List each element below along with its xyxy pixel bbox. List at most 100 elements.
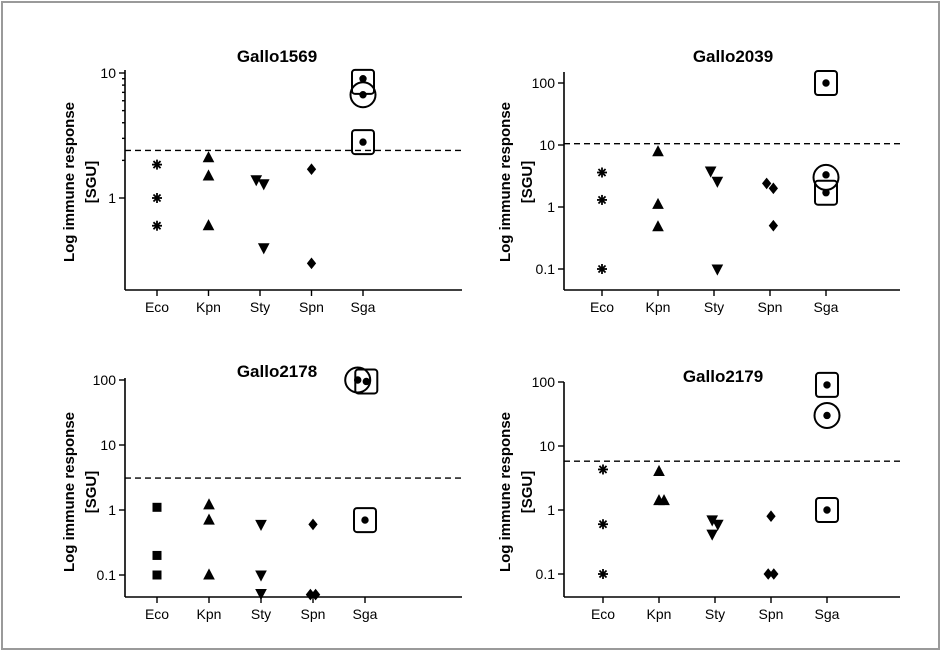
diamond-marker	[310, 588, 321, 601]
series-sty	[255, 519, 267, 601]
triangle-up-marker	[652, 220, 664, 232]
asterisk-stroke	[597, 168, 607, 177]
series-spn	[305, 518, 321, 601]
y-tick-label: 1	[108, 190, 116, 206]
dot-marker	[823, 381, 831, 389]
y-tick-label: 100	[93, 372, 117, 388]
panel-title: Gallo2178	[237, 362, 317, 381]
triangle-up-marker	[202, 151, 215, 163]
x-tick-label: Sty	[251, 606, 271, 622]
y-tick-label: 1	[547, 502, 555, 518]
panel-title: Gallo1569	[237, 47, 317, 66]
highlight-square	[353, 507, 377, 534]
y-tick-label: 10	[539, 438, 555, 454]
x-tick-label: Spn	[758, 299, 783, 315]
series-kpn	[652, 145, 664, 232]
y-tick-label: 0.1	[536, 566, 556, 582]
diamond-marker	[768, 219, 779, 232]
y-axis-label: Log immune response	[497, 102, 514, 262]
triangle-up-marker	[202, 219, 215, 231]
asterisk-marker	[597, 194, 607, 205]
triangle-down-marker	[711, 264, 724, 276]
diamond-marker	[308, 518, 318, 531]
asterisk-stroke	[597, 195, 607, 205]
x-tick-label: Sga	[351, 299, 376, 315]
y-tick-label: 100	[532, 374, 556, 390]
x-tick-label: Sga	[815, 606, 840, 622]
x-tick-label: Eco	[591, 606, 615, 622]
series-sty	[706, 515, 724, 541]
series-sga	[823, 381, 831, 514]
diamond-marker	[766, 510, 776, 523]
triangle-up-marker	[652, 197, 664, 209]
asterisk-marker	[598, 519, 608, 530]
y-axis-label: Log immune response	[61, 412, 78, 572]
triangle-up-marker	[203, 498, 215, 510]
asterisk-stroke	[598, 465, 608, 474]
y-tick-label: 1	[108, 502, 116, 518]
asterisk-stroke	[598, 569, 608, 579]
dot-marker	[822, 171, 830, 179]
series-sty	[250, 175, 270, 255]
x-tick-label: Spn	[301, 606, 326, 622]
dot-marker	[822, 79, 830, 87]
triangle-down-marker	[704, 166, 717, 178]
diamond-marker	[768, 182, 779, 195]
series-eco	[597, 167, 607, 274]
asterisk-marker	[598, 464, 608, 475]
diamond-marker	[769, 568, 779, 580]
y-axis-unit: [SGU]	[83, 161, 100, 204]
asterisk-stroke	[152, 221, 162, 230]
y-axis-unit: [SGU]	[519, 161, 536, 204]
y-tick-label: 0.1	[97, 567, 117, 583]
dot-marker	[362, 377, 370, 386]
highlight-circle	[812, 163, 840, 191]
series-eco	[152, 502, 162, 580]
triangle-up-marker	[652, 145, 664, 157]
highlight-square	[814, 70, 838, 96]
series-spn	[306, 163, 317, 270]
square-marker	[152, 550, 162, 560]
asterisk-marker	[152, 159, 162, 170]
y-axis-label: Log immune response	[61, 102, 78, 262]
triangle-down-marker	[255, 519, 267, 531]
x-tick-label: Sty	[704, 299, 724, 315]
series-kpn	[653, 464, 670, 506]
diamond-marker	[306, 163, 317, 175]
highlight-circle	[349, 81, 377, 109]
highlight-circle	[813, 401, 841, 429]
triangle-down-marker	[257, 243, 270, 255]
panel-title: Gallo2039	[693, 47, 773, 66]
triangle-down-marker	[711, 519, 724, 531]
panel-gallo2178: Gallo2178 Log immune response [SGU] 0.1 1…	[61, 362, 462, 622]
series-eco	[598, 464, 608, 579]
square-marker	[152, 502, 162, 512]
x-tick-label: Kpn	[646, 299, 671, 315]
asterisk-marker	[597, 264, 607, 274]
series-sga	[354, 376, 370, 524]
asterisk-stroke	[152, 193, 162, 203]
series-spn	[761, 177, 779, 232]
asterisk-marker	[598, 569, 608, 579]
asterisk-stroke	[598, 520, 608, 529]
x-tick-label: Sty	[705, 606, 725, 622]
panel-title: Gallo2179	[683, 367, 763, 386]
highlight-square	[351, 129, 375, 156]
dot-marker	[823, 411, 831, 420]
x-tick-label: Sty	[250, 299, 270, 315]
panel-gallo1569: Gallo1569 Log immune response [SGU] 1 10 E…	[61, 47, 462, 315]
y-axis-unit: [SGU]	[519, 471, 536, 514]
series-eco	[152, 159, 162, 231]
x-tick-label: Eco	[590, 299, 614, 315]
series-sga	[359, 75, 367, 146]
diamond-marker	[761, 177, 772, 190]
x-tick-label: Eco	[145, 299, 169, 315]
triangle-up-marker	[653, 464, 665, 476]
triangle-down-marker	[255, 570, 267, 582]
highlight-square	[815, 371, 839, 398]
x-tick-label: Spn	[299, 299, 324, 315]
dot-marker	[359, 75, 367, 83]
x-tick-label: Eco	[145, 606, 169, 622]
asterisk-marker	[152, 220, 162, 231]
